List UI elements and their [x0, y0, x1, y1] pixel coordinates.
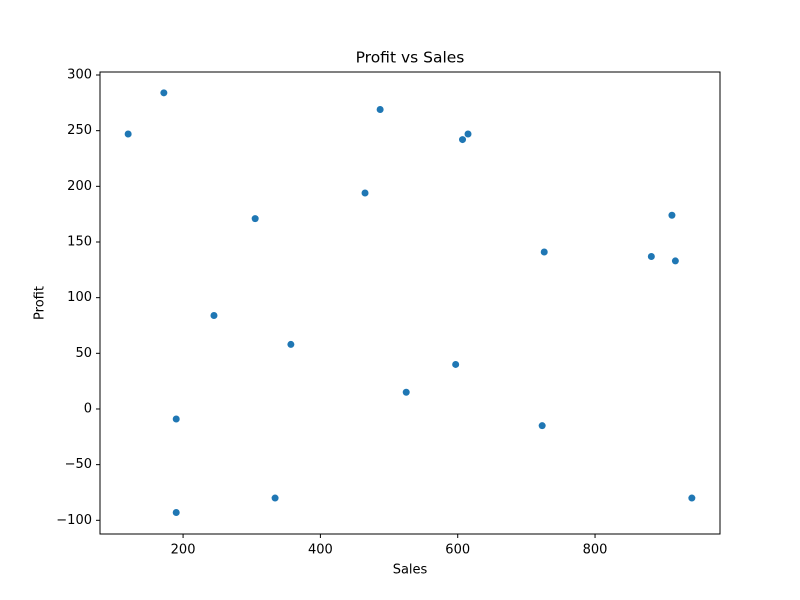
point [271, 494, 279, 502]
point [376, 106, 384, 114]
y-axis-label: Profit [33, 286, 48, 320]
point [124, 130, 132, 138]
point [251, 215, 259, 223]
chart-title: Profit vs Sales [356, 49, 465, 67]
point [361, 189, 369, 197]
y-tick-label: −50 [65, 457, 92, 472]
point [688, 494, 696, 502]
y-tick-label: 0 [84, 401, 92, 416]
x-tick-label: 200 [171, 543, 196, 558]
x-tick-label: 600 [445, 543, 470, 558]
point [668, 211, 676, 219]
point [210, 311, 218, 319]
y-tick-label: 200 [67, 179, 92, 194]
plot-frame [99, 71, 721, 535]
y-tick-label: 300 [67, 68, 92, 83]
point [172, 509, 180, 517]
point [671, 257, 679, 265]
point [464, 130, 472, 138]
point [459, 136, 467, 144]
point [402, 388, 410, 396]
y-tick-label: −100 [56, 513, 92, 528]
x-tick-label: 800 [583, 543, 608, 558]
x-axis-label: Sales [393, 563, 428, 578]
y-tick-label: 100 [67, 290, 92, 305]
y-tick-label: 250 [67, 123, 92, 138]
y-tick-label: 50 [75, 346, 92, 361]
point [287, 340, 295, 348]
point [647, 252, 655, 260]
y-tick-label: 150 [67, 234, 92, 249]
point [172, 415, 180, 423]
point [540, 248, 548, 256]
point [160, 89, 168, 97]
x-tick-label: 400 [308, 543, 333, 558]
point [538, 422, 546, 430]
point [452, 360, 460, 368]
